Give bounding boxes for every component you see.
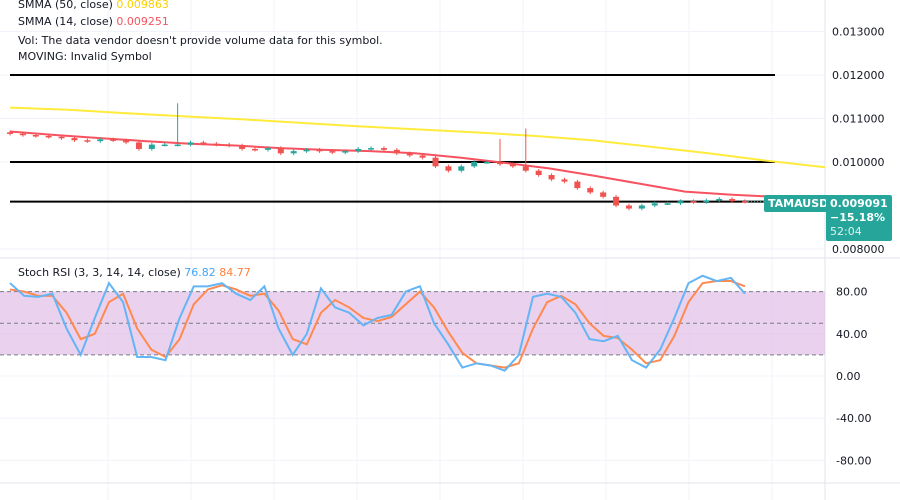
stoch-tick-label: 40.00 xyxy=(836,328,868,341)
candle-body xyxy=(406,153,413,156)
candle-body xyxy=(290,151,297,154)
candle-body xyxy=(458,166,465,171)
candle-body xyxy=(32,135,39,137)
stoch-d-value: 84.77 xyxy=(219,266,251,279)
smma14-label: SMMA (14, close) xyxy=(18,15,113,28)
smma14-value: 0.009251 xyxy=(116,15,169,28)
candle-body xyxy=(548,175,555,180)
symbol-badge: TAMAUSD xyxy=(764,195,833,212)
candle-body xyxy=(651,203,658,206)
stoch-tick-label: -40.00 xyxy=(836,412,871,425)
candle-body xyxy=(316,149,323,152)
candle-body xyxy=(690,201,697,203)
legend-stoch: Stoch RSI (3, 3, 14, 14, close) 76.82 84… xyxy=(18,264,251,281)
candle-body xyxy=(716,198,723,201)
smma50-value: 0.009863 xyxy=(116,0,169,11)
price-tick-label: 0.011000 xyxy=(832,113,885,126)
legend-smma50: SMMA (50, close) 0.009863 xyxy=(18,0,169,13)
candle-body xyxy=(213,143,220,146)
candle-body xyxy=(380,148,387,150)
candle-body xyxy=(664,203,671,205)
candle-body xyxy=(703,200,710,203)
legend-smma14: SMMA (14, close) 0.009251 xyxy=(18,13,169,30)
candle-body xyxy=(71,138,78,141)
stoch-d-line xyxy=(9,280,746,369)
price-tick-label: 0.012000 xyxy=(832,69,885,82)
candle-body xyxy=(368,148,375,150)
candle-body xyxy=(677,201,684,204)
candle-body xyxy=(342,151,349,153)
price-tick-label: 0.008000 xyxy=(832,243,885,256)
candle-body xyxy=(19,133,26,136)
candle-body xyxy=(58,136,65,139)
candle-body xyxy=(148,144,155,149)
candle-body xyxy=(7,132,13,134)
candle-body xyxy=(123,140,130,143)
candle-body xyxy=(45,135,52,138)
candle-body xyxy=(729,198,736,202)
candle-body xyxy=(355,148,362,152)
candle-body xyxy=(97,139,104,142)
candle-body xyxy=(587,188,594,193)
smma50-label: SMMA (50, close) xyxy=(18,0,113,11)
stoch-k-value: 76.82 xyxy=(184,266,216,279)
candle-body xyxy=(135,142,142,149)
candle-body xyxy=(277,148,284,154)
stoch-tick-label: 0.00 xyxy=(836,370,861,383)
candle-body xyxy=(393,149,400,154)
candle-body xyxy=(264,148,271,150)
candle-body xyxy=(561,179,568,182)
candle-body xyxy=(600,192,607,197)
candle-body xyxy=(497,162,503,165)
stoch-tick-label: 80.00 xyxy=(836,286,868,299)
moving-note: MOVING: Invalid Symbol xyxy=(18,50,152,63)
candle-body xyxy=(432,157,439,167)
candle-body xyxy=(329,151,336,153)
candle-body xyxy=(84,140,91,142)
candle-body xyxy=(535,170,542,176)
price-tick-label: 0.013000 xyxy=(832,26,885,39)
price-tick-label: 0.010000 xyxy=(832,156,885,169)
candle-body xyxy=(522,166,529,171)
candle-body xyxy=(303,149,310,152)
smma50-line xyxy=(9,106,826,169)
candle-body xyxy=(110,139,117,141)
candle-body xyxy=(638,205,645,209)
stoch-label: Stoch RSI (3, 3, 14, 14, close) xyxy=(18,266,181,279)
candle-body xyxy=(419,155,426,158)
candle-body xyxy=(574,181,581,189)
candle-body xyxy=(226,144,233,147)
candle-body xyxy=(239,145,246,149)
last-price: 0.009091 xyxy=(830,197,888,210)
volume-note: Vol: The data vendor doesn't provide vol… xyxy=(18,34,383,47)
candle-body xyxy=(471,162,478,167)
candle-body xyxy=(484,162,491,164)
candle-body xyxy=(161,144,168,147)
price-badge: 0.009091 −15.18% 52:04 xyxy=(826,195,892,241)
smma14-line xyxy=(9,130,776,198)
stoch-k-line xyxy=(9,274,746,372)
candle-body xyxy=(625,205,632,209)
candle-body xyxy=(187,142,194,145)
candle-body xyxy=(613,196,620,206)
candle-body xyxy=(742,201,748,203)
bar-countdown: 52:04 xyxy=(830,225,862,238)
price-change: −15.18% xyxy=(830,211,886,224)
stoch-tick-label: -80.00 xyxy=(836,454,871,467)
candle-body xyxy=(174,144,181,147)
candle-body xyxy=(200,142,207,144)
candle-body xyxy=(252,148,258,151)
candle-body xyxy=(509,164,516,167)
candle-body xyxy=(445,166,452,171)
